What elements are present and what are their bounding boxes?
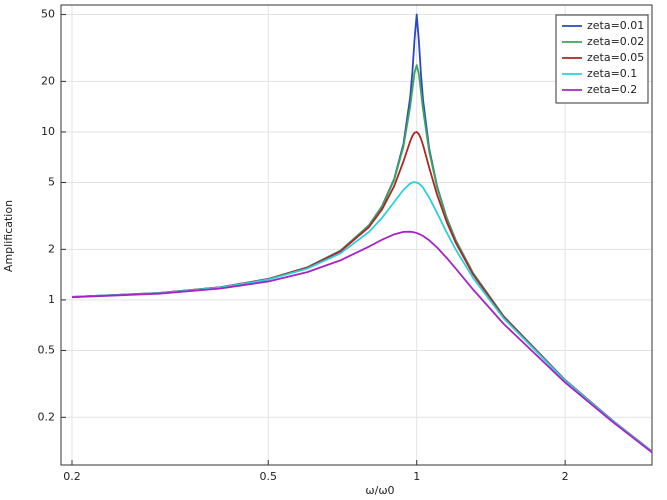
legend-box	[555, 14, 649, 104]
series-line	[71, 131, 652, 453]
x-tick-label: 0.5	[259, 470, 277, 483]
y-tick-label: 10	[41, 125, 55, 138]
x-tick-label: 0.2	[63, 470, 81, 483]
series-line	[71, 181, 652, 453]
x-tick-label: 2	[562, 470, 569, 483]
y-tick-label: 5	[48, 176, 55, 189]
series-line	[71, 230, 652, 454]
legend-label: zeta=0.02	[587, 35, 644, 48]
plot-frame	[60, 4, 653, 466]
y-tick-label: 0.5	[38, 343, 56, 356]
y-tick-label: 1	[48, 293, 55, 306]
legend-label: zeta=0.1	[587, 67, 637, 80]
legend-label: zeta=0.01	[587, 19, 644, 32]
y-tick-label: 0.2	[38, 410, 56, 423]
y-tick-label: 2	[48, 242, 55, 255]
legend-label: zeta=0.05	[587, 51, 644, 64]
y-axis-label: Amplification	[2, 200, 15, 272]
x-axis-label: ω/ω0	[365, 484, 394, 497]
y-tick-label: 20	[41, 74, 55, 87]
x-tick-label: 1	[413, 470, 420, 483]
y-tick-label: 50	[41, 8, 55, 21]
legend-label: zeta=0.2	[587, 83, 637, 96]
